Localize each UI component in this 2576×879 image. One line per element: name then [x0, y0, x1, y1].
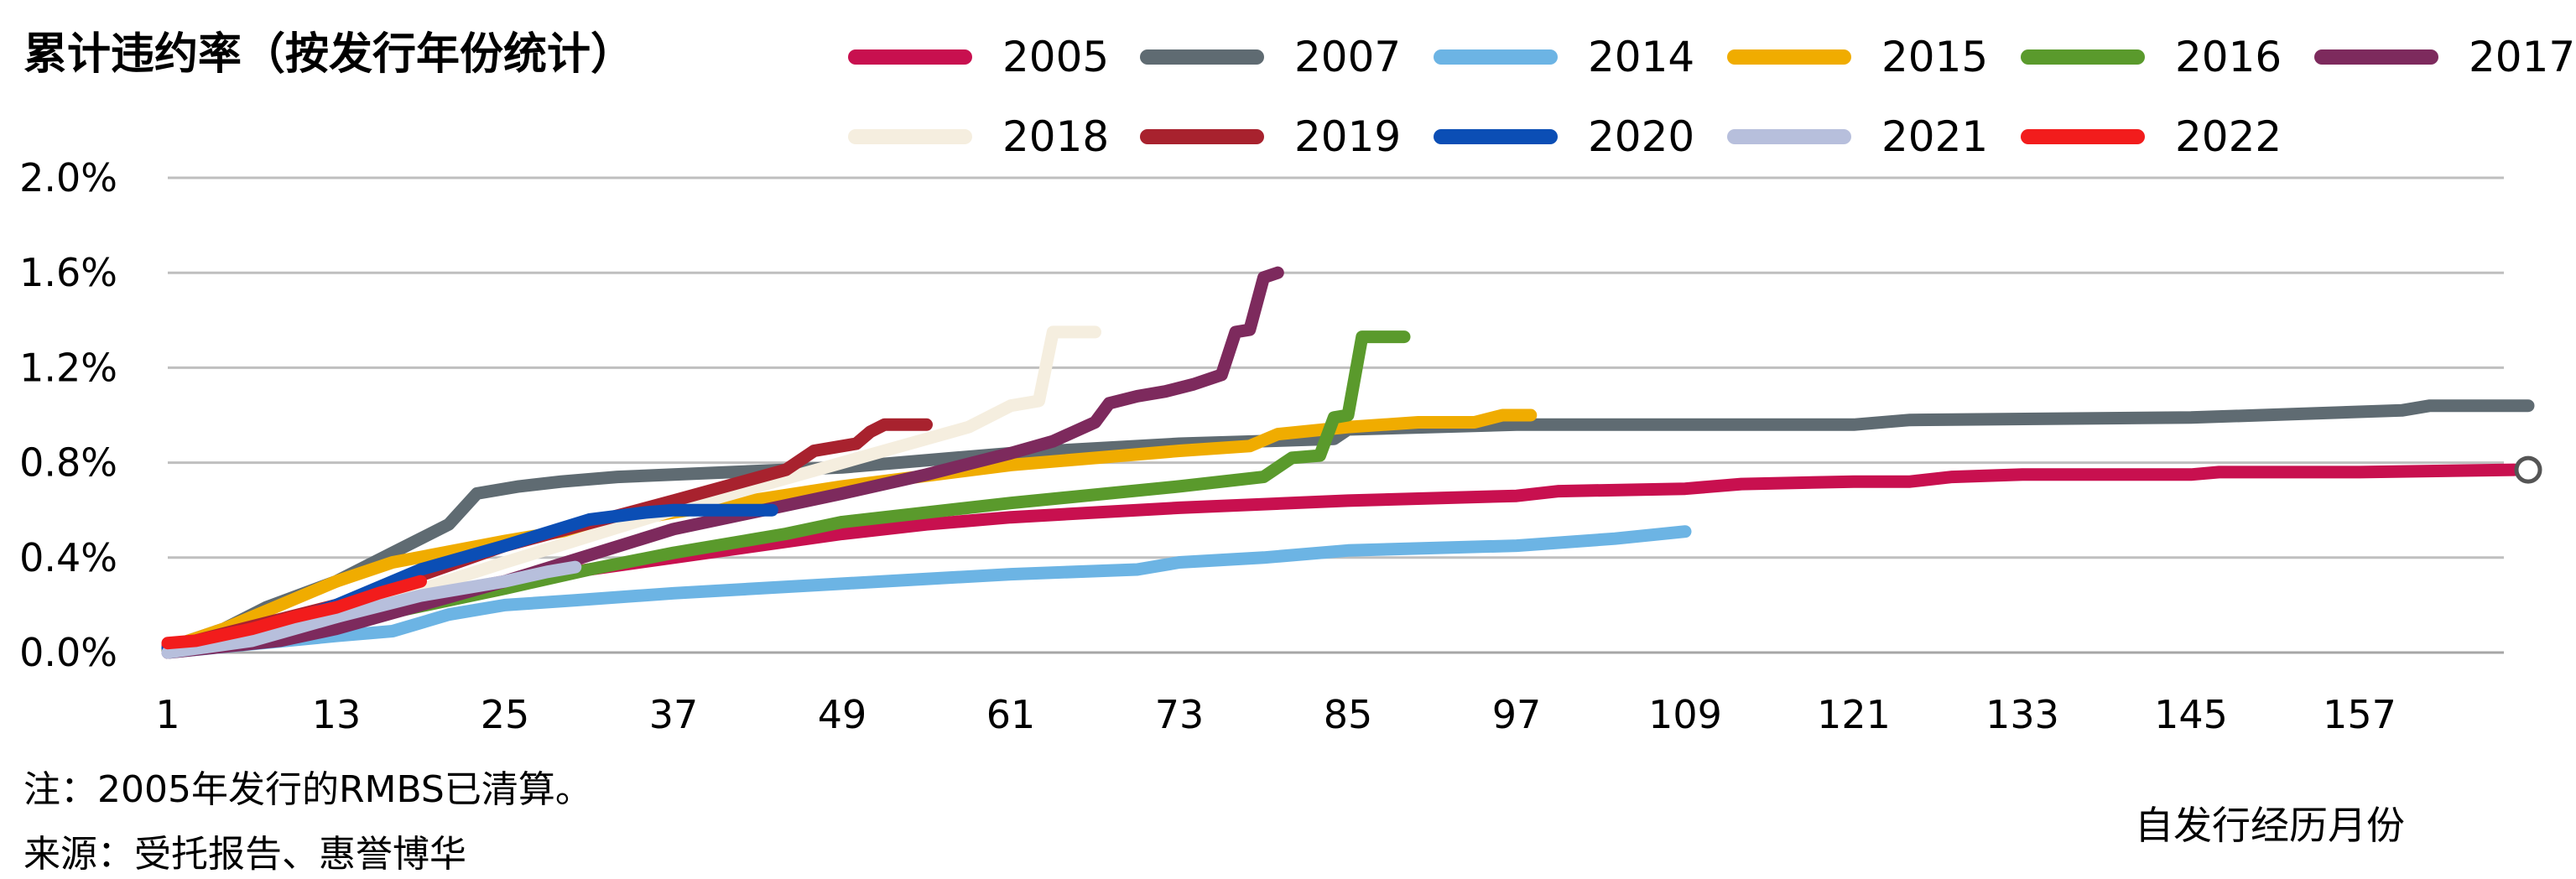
x-tick-label: 97	[1492, 692, 1542, 737]
legend-label-2021: 2021	[1881, 112, 1988, 161]
gridlines	[168, 176, 2504, 559]
footnote: 注：2005年发行的RMBS已清算。	[23, 768, 592, 811]
legend-label-2015: 2015	[1881, 33, 1988, 81]
legend-label-2018: 2018	[1002, 112, 1109, 161]
y-tick-label: 0.0%	[19, 630, 117, 675]
series-line-2015	[161, 408, 1538, 654]
legend-label-2007: 2007	[1294, 33, 1401, 81]
x-tick-label: 145	[2154, 692, 2228, 737]
source-note: 来源：受托报告、惠誉博华	[23, 833, 466, 876]
series-line-2014	[161, 525, 1692, 659]
y-tick-label: 2.0%	[19, 155, 117, 200]
x-tick-label: 61	[986, 692, 1036, 737]
x-axis-title: 自发行经历月份	[2135, 803, 2405, 848]
legend-label-2022: 2022	[2175, 112, 2282, 161]
legend-label-2016: 2016	[2175, 33, 2282, 81]
x-tick-label: 157	[2323, 692, 2396, 737]
y-tick-label: 0.4%	[19, 535, 117, 580]
series-line-2021	[161, 560, 582, 659]
axes: 0.0% 0.4% 0.8% 1.2% 1.6% 2.0% 1 13 25 37 49 61 73 85 9…	[19, 155, 2504, 737]
x-tick-label: 109	[1648, 692, 1722, 737]
series-end-marker	[2514, 455, 2542, 484]
legend: 2005 2007 2014 2015 2016 2017 2018 2019 2020 2021…	[848, 33, 2575, 161]
legend-label-2017: 2017	[2469, 33, 2575, 81]
series-line-2018	[161, 325, 1101, 654]
x-tick-label: 133	[1985, 692, 2059, 737]
chart-title: 累计违约率（按发行年份统计）	[23, 29, 635, 80]
series-line-2022	[161, 575, 427, 650]
y-tick-label: 1.2%	[19, 345, 117, 390]
x-tick-label: 1	[155, 692, 180, 737]
x-tick-label: 121	[1817, 692, 1891, 737]
legend-label-2005: 2005	[1002, 33, 1109, 81]
y-tick-label: 1.6%	[19, 250, 117, 295]
x-tick-label: 85	[1324, 692, 1373, 737]
legend-label-2019: 2019	[1294, 112, 1401, 161]
series-line-2007	[161, 399, 2535, 654]
legend-label-2020: 2020	[1588, 112, 1694, 161]
x-tick-label: 49	[818, 692, 867, 737]
legend-label-2014: 2014	[1588, 33, 1694, 81]
x-tick-label: 37	[649, 692, 699, 737]
x-tick-label: 25	[481, 692, 530, 737]
series-lines	[161, 266, 2542, 659]
x-tick-label: 73	[1155, 692, 1205, 737]
x-tick-label: 13	[312, 692, 362, 737]
y-tick-label: 0.8%	[19, 440, 117, 486]
